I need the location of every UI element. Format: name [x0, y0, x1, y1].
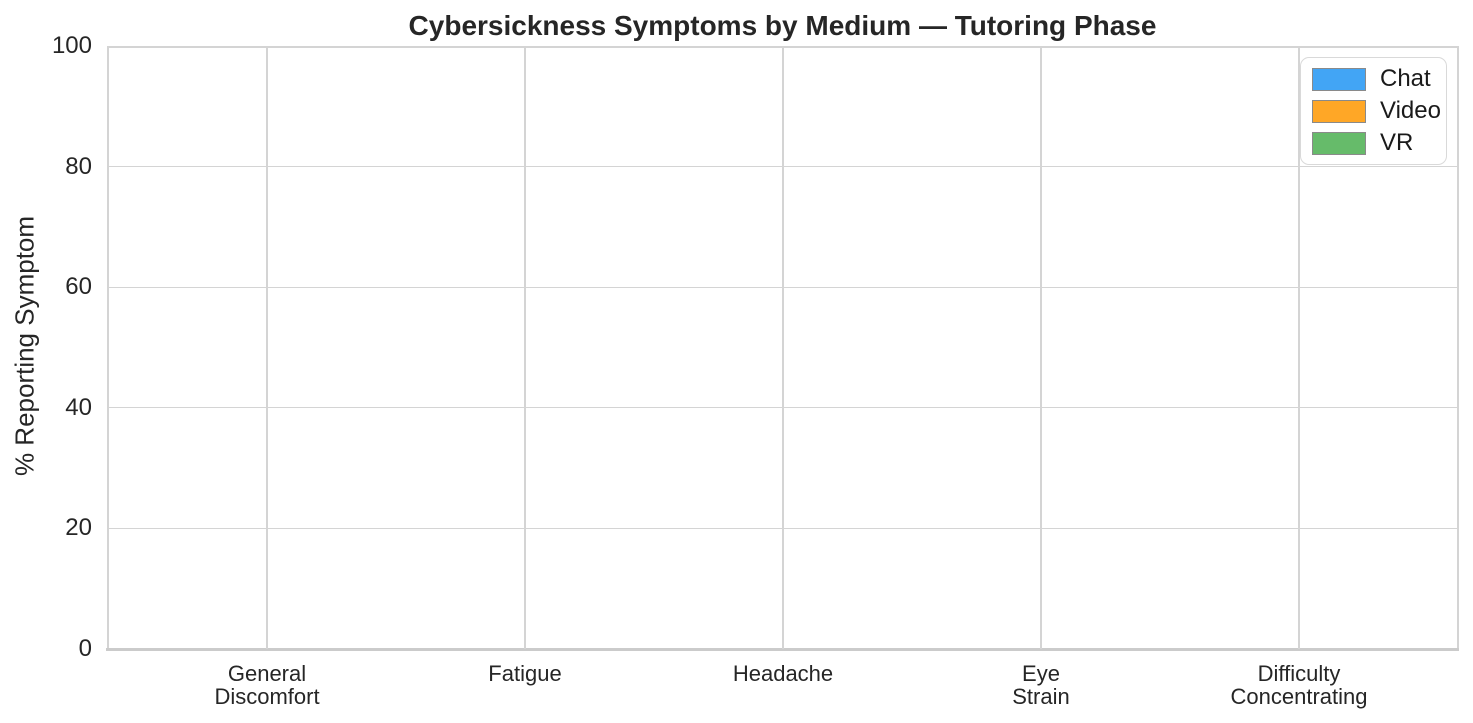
v-gridline [1298, 46, 1300, 649]
right-spine [1457, 46, 1459, 649]
legend-label: VR [1380, 129, 1414, 156]
legend-swatch-vr [1312, 131, 1366, 155]
legend-item-video: Video [1312, 98, 1441, 124]
v-gridline [266, 46, 268, 649]
legend: Chat Video VR [1300, 57, 1447, 165]
v-gridline [524, 46, 526, 649]
x-axis-labels: General Discomfort Fatigue Headache Eye Str… [0, 662, 1473, 720]
x-tick-label: Difficulty Concentrating [1230, 661, 1368, 709]
y-tick-label: 100 [51, 32, 92, 59]
x-tick-label: General Discomfort [214, 661, 320, 709]
x-tick-label: Eye Strain [1012, 661, 1070, 709]
y-tick-label: 60 [65, 273, 92, 301]
plot-area [106, 46, 1459, 651]
y-tick-label: 20 [65, 514, 92, 542]
x-tick-label: Headache [732, 661, 834, 686]
left-spine [107, 46, 109, 649]
legend-item-vr: VR [1312, 130, 1435, 156]
legend-swatch-chat [1312, 67, 1366, 91]
legend-item-chat: Chat [1312, 66, 1435, 92]
chart-title: Cybersickness Symptoms by Medium — Tutor… [408, 10, 1157, 41]
x-tick-label: Fatigue [488, 661, 562, 686]
y-tick-label: 40 [65, 393, 92, 421]
v-gridline [1040, 46, 1042, 649]
legend-label: Video [1380, 97, 1441, 124]
y-tick-label: 0 [78, 635, 92, 662]
v-gridline [782, 46, 784, 649]
legend-label: Chat [1380, 65, 1431, 92]
y-axis-label: % Reporting Symptom [9, 215, 40, 477]
bottom-spine [106, 647, 1459, 651]
legend-swatch-video [1312, 99, 1366, 123]
y-tick-label: 80 [65, 152, 92, 180]
